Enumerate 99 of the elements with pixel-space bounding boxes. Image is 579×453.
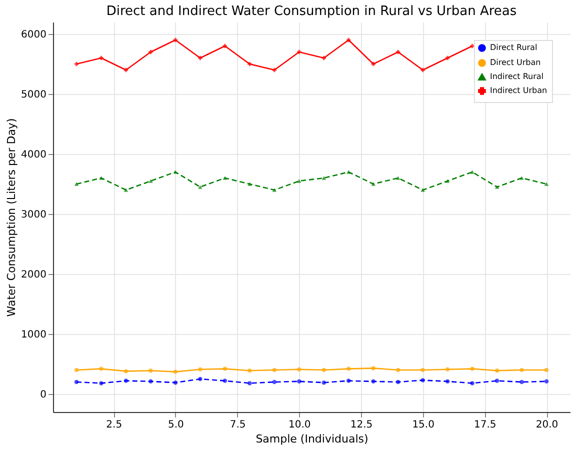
point bbox=[99, 56, 104, 60]
point bbox=[148, 379, 153, 384]
point bbox=[445, 56, 450, 60]
x-tick-label: 15.0 bbox=[412, 420, 434, 430]
legend-label: Indirect Rural bbox=[490, 72, 544, 81]
point bbox=[396, 368, 400, 372]
point bbox=[470, 366, 474, 371]
point bbox=[74, 380, 79, 384]
point bbox=[346, 170, 351, 174]
point bbox=[445, 367, 450, 372]
point bbox=[74, 62, 79, 66]
point bbox=[99, 366, 104, 371]
point bbox=[322, 176, 326, 180]
point bbox=[222, 378, 228, 383]
x-tick-label: 5.0 bbox=[168, 420, 184, 430]
point bbox=[346, 366, 351, 371]
point bbox=[420, 68, 425, 72]
point bbox=[173, 170, 178, 174]
point bbox=[445, 179, 450, 183]
point bbox=[346, 378, 351, 383]
y-tick-label: 1000 bbox=[21, 330, 46, 340]
point bbox=[371, 182, 376, 186]
x-tick-label: 20.0 bbox=[536, 420, 558, 430]
x-tick-label: 2.5 bbox=[106, 420, 122, 430]
point bbox=[198, 185, 202, 189]
point bbox=[544, 182, 549, 186]
y-tick-label: 0 bbox=[40, 390, 46, 400]
point bbox=[272, 380, 277, 384]
point bbox=[494, 378, 500, 383]
point bbox=[396, 380, 400, 384]
point bbox=[470, 170, 474, 174]
point bbox=[445, 379, 450, 384]
point bbox=[494, 368, 500, 373]
point bbox=[346, 38, 351, 42]
point bbox=[470, 381, 474, 386]
y-axis-title: Water Consumption (Liters per Day) bbox=[5, 118, 18, 317]
point bbox=[74, 182, 79, 186]
point bbox=[198, 367, 202, 372]
point bbox=[520, 368, 524, 372]
point bbox=[148, 368, 153, 373]
point bbox=[124, 369, 128, 374]
point bbox=[222, 176, 228, 180]
point bbox=[420, 378, 425, 382]
point bbox=[396, 176, 400, 180]
point bbox=[248, 62, 252, 66]
point bbox=[297, 50, 302, 54]
point bbox=[99, 176, 104, 180]
point bbox=[148, 50, 153, 54]
point bbox=[272, 368, 277, 372]
point bbox=[124, 188, 128, 192]
point bbox=[297, 367, 302, 372]
point bbox=[173, 38, 178, 42]
point bbox=[520, 176, 524, 180]
point bbox=[544, 379, 549, 384]
point bbox=[420, 188, 425, 192]
point bbox=[272, 188, 277, 192]
point bbox=[198, 376, 202, 382]
y-tick-label: 6000 bbox=[21, 30, 46, 40]
point bbox=[396, 50, 400, 54]
point bbox=[520, 380, 524, 384]
point bbox=[272, 68, 277, 72]
y-tick-label: 2000 bbox=[21, 270, 46, 280]
point bbox=[544, 368, 549, 372]
point bbox=[173, 370, 178, 374]
y-tick-label: 4000 bbox=[21, 150, 46, 160]
legend-label: Indirect Urban bbox=[490, 86, 548, 95]
point bbox=[322, 368, 326, 372]
point bbox=[297, 379, 302, 384]
x-axis-title: Sample (Individuals) bbox=[256, 432, 368, 446]
legend-label: Direct Urban bbox=[490, 58, 541, 67]
x-tick-label: 7.5 bbox=[230, 420, 246, 430]
point bbox=[222, 44, 228, 48]
point bbox=[248, 182, 252, 186]
point bbox=[124, 378, 128, 383]
point bbox=[148, 179, 153, 183]
legend-label: Direct Rural bbox=[490, 43, 538, 52]
point bbox=[371, 366, 376, 370]
point bbox=[124, 68, 128, 72]
y-tick-label: 5000 bbox=[21, 90, 46, 100]
point bbox=[322, 56, 326, 60]
x-tick-label: 17.5 bbox=[474, 420, 496, 430]
point bbox=[99, 381, 104, 386]
point bbox=[470, 44, 474, 48]
x-tick-label: 10.0 bbox=[288, 420, 311, 430]
point bbox=[371, 62, 376, 66]
point bbox=[371, 379, 376, 384]
y-tick-label: 3000 bbox=[21, 210, 46, 220]
chart-title: Direct and Indirect Water Consumption in Rural vs Urban Areas bbox=[106, 4, 517, 19]
point bbox=[173, 380, 178, 385]
point bbox=[222, 366, 228, 371]
point bbox=[297, 179, 302, 183]
point bbox=[74, 368, 79, 372]
point bbox=[248, 381, 252, 386]
point bbox=[322, 380, 326, 385]
point bbox=[494, 185, 500, 189]
point bbox=[420, 368, 425, 372]
point bbox=[198, 56, 202, 60]
point bbox=[248, 368, 252, 373]
x-tick-label: 12.5 bbox=[350, 420, 373, 430]
